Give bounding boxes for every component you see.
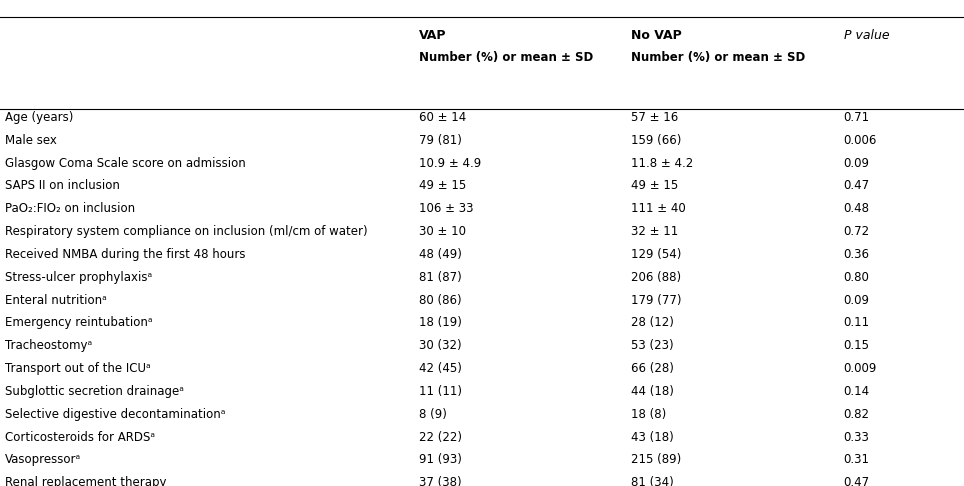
Text: 0.33: 0.33 xyxy=(844,431,870,444)
Text: 206 (88): 206 (88) xyxy=(631,271,682,284)
Text: 0.47: 0.47 xyxy=(844,179,870,192)
Text: Male sex: Male sex xyxy=(5,134,57,147)
Text: 0.15: 0.15 xyxy=(844,339,870,352)
Text: Renal replacement therapy: Renal replacement therapy xyxy=(5,476,167,486)
Text: Subglottic secretion drainageᵃ: Subglottic secretion drainageᵃ xyxy=(5,385,184,398)
Text: 0.71: 0.71 xyxy=(844,111,870,124)
Text: Vasopressorᵃ: Vasopressorᵃ xyxy=(5,453,81,467)
Text: Respiratory system compliance on inclusion (ml/cm of water): Respiratory system compliance on inclusi… xyxy=(5,225,367,238)
Text: 159 (66): 159 (66) xyxy=(631,134,682,147)
Text: 37 (38): 37 (38) xyxy=(419,476,462,486)
Text: 32 ± 11: 32 ± 11 xyxy=(631,225,679,238)
Text: PaO₂:FIO₂ on inclusion: PaO₂:FIO₂ on inclusion xyxy=(5,202,135,215)
Text: 44 (18): 44 (18) xyxy=(631,385,674,398)
Text: 18 (19): 18 (19) xyxy=(419,316,462,330)
Text: Glasgow Coma Scale score on admission: Glasgow Coma Scale score on admission xyxy=(5,156,246,170)
Text: 30 ± 10: 30 ± 10 xyxy=(419,225,467,238)
Text: Received NMBA during the first 48 hours: Received NMBA during the first 48 hours xyxy=(5,248,245,261)
Text: 0.82: 0.82 xyxy=(844,408,870,421)
Text: 215 (89): 215 (89) xyxy=(631,453,682,467)
Text: 30 (32): 30 (32) xyxy=(419,339,462,352)
Text: 79 (81): 79 (81) xyxy=(419,134,462,147)
Text: 80 (86): 80 (86) xyxy=(419,294,462,307)
Text: 81 (34): 81 (34) xyxy=(631,476,674,486)
Text: 0.31: 0.31 xyxy=(844,453,870,467)
Text: P value: P value xyxy=(844,29,889,42)
Text: Emergency reintubationᵃ: Emergency reintubationᵃ xyxy=(5,316,152,330)
Text: 28 (12): 28 (12) xyxy=(631,316,674,330)
Text: Number (%) or mean ± SD: Number (%) or mean ± SD xyxy=(631,51,806,64)
Text: 0.006: 0.006 xyxy=(844,134,877,147)
Text: 60 ± 14: 60 ± 14 xyxy=(419,111,467,124)
Text: 81 (87): 81 (87) xyxy=(419,271,462,284)
Text: 10.9 ± 4.9: 10.9 ± 4.9 xyxy=(419,156,482,170)
Text: 0.009: 0.009 xyxy=(844,362,877,375)
Text: 66 (28): 66 (28) xyxy=(631,362,674,375)
Text: 0.48: 0.48 xyxy=(844,202,870,215)
Text: 42 (45): 42 (45) xyxy=(419,362,462,375)
Text: 18 (8): 18 (8) xyxy=(631,408,667,421)
Text: 0.47: 0.47 xyxy=(844,476,870,486)
Text: 11.8 ± 4.2: 11.8 ± 4.2 xyxy=(631,156,694,170)
Text: Transport out of the ICUᵃ: Transport out of the ICUᵃ xyxy=(5,362,150,375)
Text: Stress-ulcer prophylaxisᵃ: Stress-ulcer prophylaxisᵃ xyxy=(5,271,152,284)
Text: 57 ± 16: 57 ± 16 xyxy=(631,111,679,124)
Text: 22 (22): 22 (22) xyxy=(419,431,463,444)
Text: 0.11: 0.11 xyxy=(844,316,870,330)
Text: 0.72: 0.72 xyxy=(844,225,870,238)
Text: 0.09: 0.09 xyxy=(844,156,870,170)
Text: Enteral nutritionᵃ: Enteral nutritionᵃ xyxy=(5,294,107,307)
Text: Age (years): Age (years) xyxy=(5,111,73,124)
Text: 0.80: 0.80 xyxy=(844,271,870,284)
Text: 49 ± 15: 49 ± 15 xyxy=(419,179,467,192)
Text: 0.36: 0.36 xyxy=(844,248,870,261)
Text: 8 (9): 8 (9) xyxy=(419,408,447,421)
Text: VAP: VAP xyxy=(419,29,447,42)
Text: No VAP: No VAP xyxy=(631,29,683,42)
Text: 179 (77): 179 (77) xyxy=(631,294,682,307)
Text: 11 (11): 11 (11) xyxy=(419,385,463,398)
Text: Corticosteroids for ARDSᵃ: Corticosteroids for ARDSᵃ xyxy=(5,431,155,444)
Text: 111 ± 40: 111 ± 40 xyxy=(631,202,686,215)
Text: 91 (93): 91 (93) xyxy=(419,453,462,467)
Text: 49 ± 15: 49 ± 15 xyxy=(631,179,679,192)
Text: 43 (18): 43 (18) xyxy=(631,431,674,444)
Text: Tracheostomyᵃ: Tracheostomyᵃ xyxy=(5,339,92,352)
Text: SAPS II on inclusion: SAPS II on inclusion xyxy=(5,179,120,192)
Text: 129 (54): 129 (54) xyxy=(631,248,682,261)
Text: 0.09: 0.09 xyxy=(844,294,870,307)
Text: 106 ± 33: 106 ± 33 xyxy=(419,202,474,215)
Text: Number (%) or mean ± SD: Number (%) or mean ± SD xyxy=(419,51,594,64)
Text: 53 (23): 53 (23) xyxy=(631,339,674,352)
Text: 0.14: 0.14 xyxy=(844,385,870,398)
Text: Selective digestive decontaminationᵃ: Selective digestive decontaminationᵃ xyxy=(5,408,226,421)
Text: 48 (49): 48 (49) xyxy=(419,248,462,261)
